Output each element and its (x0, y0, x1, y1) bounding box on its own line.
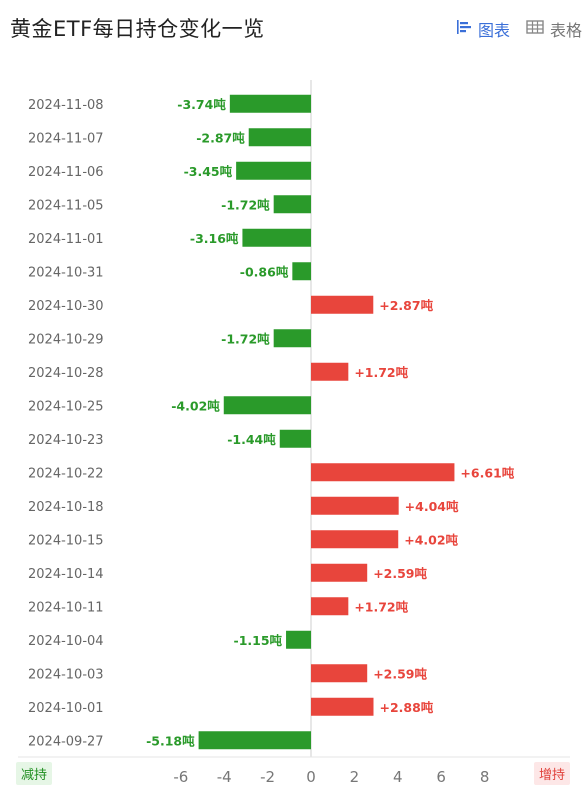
bar (223, 396, 311, 415)
tab-chart-label: 图表 (477, 21, 510, 40)
data-label: -4.02吨 (171, 398, 220, 413)
bar (248, 128, 311, 147)
category-label: 2024-10-25 (28, 399, 104, 414)
bar (273, 195, 311, 214)
x-tick-label: -4 (217, 768, 232, 786)
x-tick-label: -2 (260, 768, 275, 786)
category-label: 2024-11-05 (28, 198, 104, 213)
data-label: -1.72吨 (221, 197, 270, 212)
data-label: +4.02吨 (404, 532, 458, 547)
data-label: -1.44吨 (227, 432, 276, 447)
x-tick-label: 4 (393, 768, 403, 786)
category-label: 2024-10-22 (28, 466, 104, 481)
tab-chart[interactable]: 图表 (456, 17, 510, 41)
category-label: 2024-10-18 (28, 500, 104, 515)
data-label: +1.72吨 (354, 599, 408, 614)
category-label: 2024-11-01 (28, 232, 104, 247)
bar (311, 563, 368, 582)
category-label: 2024-10-14 (28, 567, 104, 582)
category-label: 2024-11-07 (28, 131, 104, 146)
bar (311, 697, 374, 716)
data-label: -2.87吨 (196, 130, 245, 145)
data-label: +2.88吨 (379, 700, 433, 715)
category-label: 2024-11-06 (28, 165, 104, 180)
data-label: -1.15吨 (234, 633, 283, 648)
category-label: 2024-11-08 (28, 98, 104, 113)
data-label: -3.16吨 (190, 231, 239, 246)
data-label: +6.61吨 (460, 465, 514, 480)
bar (292, 262, 311, 281)
bar-chart-icon (456, 19, 472, 39)
page-title: 黄金ETF每日持仓变化一览 (10, 17, 265, 41)
data-label: -1.72吨 (221, 331, 270, 346)
data-label: +4.04吨 (405, 499, 459, 514)
bar (198, 731, 311, 750)
data-label: +1.72吨 (354, 365, 408, 380)
category-label: 2024-10-28 (28, 366, 104, 381)
x-tick-label: 2 (350, 768, 360, 786)
bar (311, 664, 368, 683)
data-label: +2.59吨 (373, 566, 427, 581)
category-label: 2024-09-27 (28, 734, 104, 749)
bar-chart: 2024-11-08 -3.74吨 2024-11-07 -2.87吨 2024-11-… (18, 80, 570, 786)
data-label: -3.74吨 (177, 97, 226, 112)
category-label: 2024-10-03 (28, 667, 104, 682)
tab-table-label: 表格 (549, 21, 582, 40)
data-label: +2.87吨 (379, 298, 433, 313)
x-tick-label: 6 (436, 768, 446, 786)
bar (236, 161, 311, 180)
bar (311, 295, 374, 314)
bar (311, 496, 399, 515)
bar (279, 429, 311, 448)
bar (311, 530, 399, 549)
chart-area: 2024-11-08 -3.74吨 2024-11-07 -2.87吨 2024-11-… (0, 80, 586, 796)
x-tick-label: -6 (173, 768, 188, 786)
data-label: -0.86吨 (240, 264, 289, 279)
increase-label: 增持 (533, 762, 570, 785)
bar (311, 597, 349, 616)
bar (229, 94, 311, 113)
bar (242, 228, 311, 247)
category-label: 2024-10-23 (28, 433, 104, 448)
x-tick-label: 8 (480, 768, 490, 786)
category-label: 2024-10-11 (28, 600, 104, 615)
data-label: -5.18吨 (146, 733, 195, 748)
category-label: 2024-10-01 (28, 701, 104, 716)
table-icon (526, 19, 544, 39)
category-label: 2024-10-30 (28, 299, 104, 314)
category-label: 2024-10-15 (28, 533, 104, 548)
x-tick-label: 0 (306, 768, 316, 786)
category-label: 2024-10-29 (28, 332, 104, 347)
data-label: +2.59吨 (373, 666, 427, 681)
bar (311, 362, 349, 381)
tab-table[interactable]: 表格 (526, 17, 582, 41)
data-label: -3.45吨 (184, 164, 233, 179)
bar (273, 329, 311, 348)
bar (311, 463, 455, 482)
category-label: 2024-10-31 (28, 265, 104, 280)
category-label: 2024-10-04 (28, 634, 104, 649)
view-tabs: 图表 表格 (456, 17, 582, 41)
decrease-label: 减持 (16, 762, 53, 785)
bar (286, 630, 311, 649)
